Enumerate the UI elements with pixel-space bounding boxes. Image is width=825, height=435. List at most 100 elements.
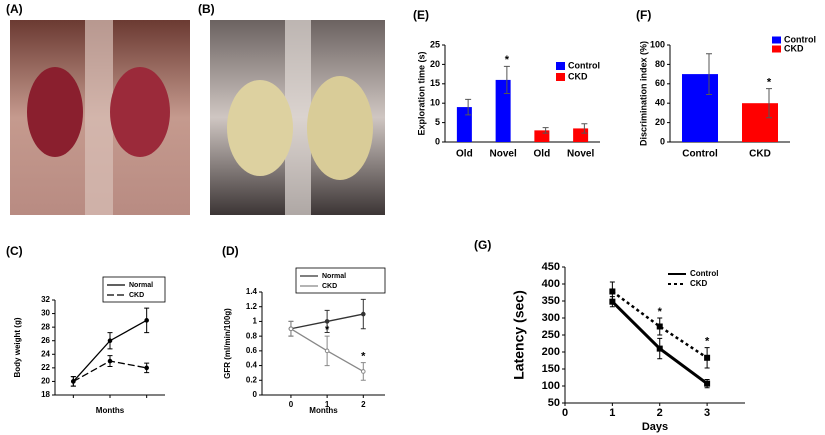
y-tick-label: 0 [435, 136, 440, 146]
significance-label: * [767, 77, 772, 89]
error-bar [581, 123, 588, 134]
y-tick-label: 200 [542, 346, 560, 358]
y-tick-label: 20 [41, 377, 50, 386]
y-axis-label: Exploration time (s) [416, 51, 426, 135]
panel-label: (D) [222, 244, 239, 258]
y-tick-label: 0.6 [246, 346, 258, 355]
legend-swatch [772, 36, 781, 44]
legend-label: CKD [784, 43, 804, 53]
legend-label: Control [784, 34, 816, 44]
point [144, 365, 149, 371]
legend-label: Control [690, 269, 718, 278]
legend-label: CKD [690, 279, 708, 288]
significance-label: * [705, 335, 710, 347]
y-tick-label: 20 [430, 59, 440, 69]
y-tick-label: 60 [655, 78, 665, 88]
y-tick-label: 15 [430, 78, 440, 88]
x-tick-label: 1 [609, 407, 615, 419]
panel-label: (C) [6, 244, 23, 258]
chart-panel: (C) 18 20 22 24 26 28 30 32 Body weight (g) Months… [6, 244, 166, 415]
chart-panel: (E) 0 5 10 15 20 25 Old Novel Old Novel Exploration… [413, 8, 600, 160]
y-tick-label: 100 [650, 39, 665, 49]
y-tick-label: 0.4 [246, 361, 258, 370]
x-tick-label: Novel [490, 149, 517, 160]
point [288, 326, 294, 332]
x-tick-label: Old [534, 149, 551, 160]
x-tick-label: 0 [562, 407, 568, 419]
error-bar [542, 127, 549, 134]
y-tick-label: 0 [253, 390, 258, 399]
bar [682, 74, 718, 142]
bar [495, 79, 511, 142]
error-bar [503, 65, 510, 94]
panel-label: (E) [413, 8, 429, 22]
y-tick-label: 250 [542, 329, 560, 341]
point [324, 348, 330, 354]
point [360, 369, 366, 374]
y-tick-label: 1.4 [246, 287, 258, 296]
y-tick-label: 1.2 [246, 302, 258, 311]
y-tick-label: 5 [435, 117, 440, 127]
significance-label: * [658, 306, 663, 318]
y-tick-label: 450 [542, 261, 560, 273]
legend-box [102, 276, 166, 303]
y-tick-label: 80 [655, 59, 665, 69]
x-axis-label: Days [642, 421, 668, 433]
x-tick-label: 0 [289, 400, 294, 409]
y-tick-label: 30 [41, 309, 50, 318]
legend-label: Control [568, 60, 600, 70]
point [107, 338, 113, 344]
point [324, 319, 330, 324]
y-tick-label: 400 [542, 278, 560, 290]
point [656, 323, 663, 330]
y-tick-label: 0.2 [246, 375, 258, 384]
y-tick-label: 150 [542, 363, 560, 375]
point [656, 345, 663, 352]
x-tick-label: 2 [657, 407, 663, 419]
legend-label: Normal [322, 273, 346, 280]
panel-label: (F) [636, 8, 651, 22]
bar [534, 130, 550, 142]
legend-label: CKD [568, 71, 588, 81]
y-tick-label: 20 [655, 117, 665, 127]
x-tick-label: 3 [704, 407, 710, 419]
y-axis-label: Latency (sec) [511, 290, 527, 379]
y-tick-label: 22 [41, 363, 50, 372]
x-tick-label: 2 [361, 400, 366, 409]
chart-panel: (G) 50 100 150 200 250 300 350 400 450 0 1 2 3 Latency… [474, 238, 745, 433]
legend-label: Normal [129, 282, 153, 289]
y-axis-label: Body weight (g) [13, 317, 22, 377]
y-tick-label: 10 [430, 98, 440, 108]
legend-swatch [772, 45, 781, 53]
photo-b [210, 20, 385, 215]
x-tick-label: 1 [325, 400, 330, 409]
bar [573, 128, 589, 142]
significance-label: * [325, 324, 330, 336]
y-tick-label: 0 [660, 136, 665, 146]
x-tick-label: Old [456, 149, 473, 160]
x-axis-label: Months [96, 406, 125, 415]
x-axis-label: Months [309, 406, 338, 415]
point [704, 380, 711, 387]
y-tick-label: 28 [41, 322, 50, 331]
y-tick-label: 0.8 [246, 331, 258, 340]
significance-label: * [505, 54, 510, 66]
y-tick-label: 300 [542, 312, 560, 324]
y-axis-label: Discrimination index (%) [638, 41, 648, 146]
point [609, 288, 616, 295]
point [107, 358, 113, 364]
error-bar [465, 98, 472, 116]
point [144, 318, 149, 323]
point [71, 379, 76, 384]
bar [742, 103, 778, 142]
panel-label: (G) [474, 238, 491, 252]
bar [456, 107, 472, 142]
legend-box [295, 267, 386, 294]
point [704, 354, 711, 361]
y-tick-label: 25 [430, 39, 440, 49]
y-tick-label: 1 [253, 317, 258, 326]
y-tick-label: 50 [548, 397, 560, 409]
y-tick-label: 18 [41, 390, 50, 399]
